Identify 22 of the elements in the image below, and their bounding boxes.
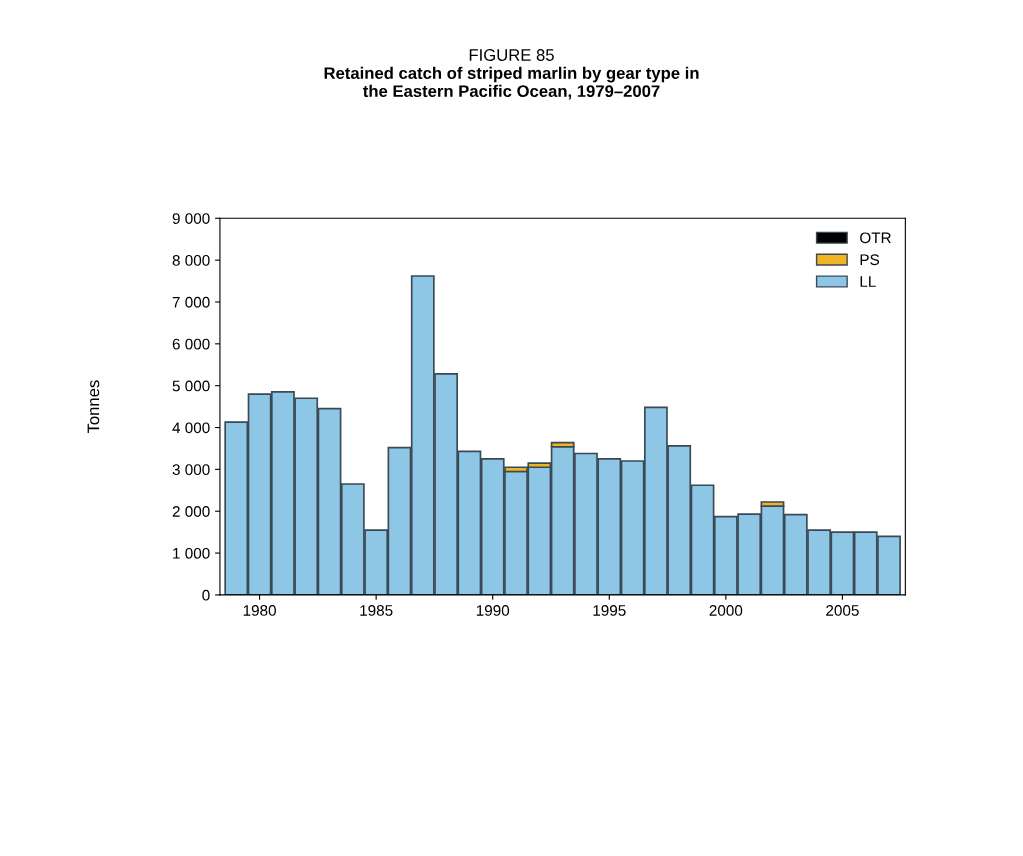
y-tick-label: 7 000 <box>172 296 210 308</box>
y-tick-label: 0 <box>202 589 210 601</box>
y-tick-label: 1 000 <box>173 547 210 559</box>
y-tick-label: 4 000 <box>172 422 210 434</box>
y-tick-label: 2 000 <box>172 506 210 517</box>
x-tick-label: 2000 <box>709 605 743 616</box>
legend-label: PS <box>860 254 880 266</box>
y-tick-label: 5 000 <box>172 380 210 392</box>
legend-label: LL <box>860 276 876 287</box>
y-axis-title: Tonnes <box>87 380 100 434</box>
y-tick-label: 9 000 <box>172 213 210 224</box>
chart-title: FIGURE 85 <box>469 49 554 61</box>
x-tick-label: 2005 <box>826 605 859 616</box>
y-tick-label: 8 000 <box>172 255 210 266</box>
y-tick-label: 3 000 <box>172 464 210 476</box>
x-tick-label: 1995 <box>593 605 626 616</box>
x-tick-label: 1990 <box>476 605 510 616</box>
x-tick-label: 1985 <box>360 605 393 616</box>
legend-label: OTR <box>860 232 891 244</box>
y-tick-label: 6 000 <box>172 338 210 350</box>
chart-subtitle: Retained catch of striped marlin by gear type in the Eastern Pacific Ocean, 1979–2007 <box>324 66 699 100</box>
x-tick-label: 1980 <box>243 605 276 616</box>
